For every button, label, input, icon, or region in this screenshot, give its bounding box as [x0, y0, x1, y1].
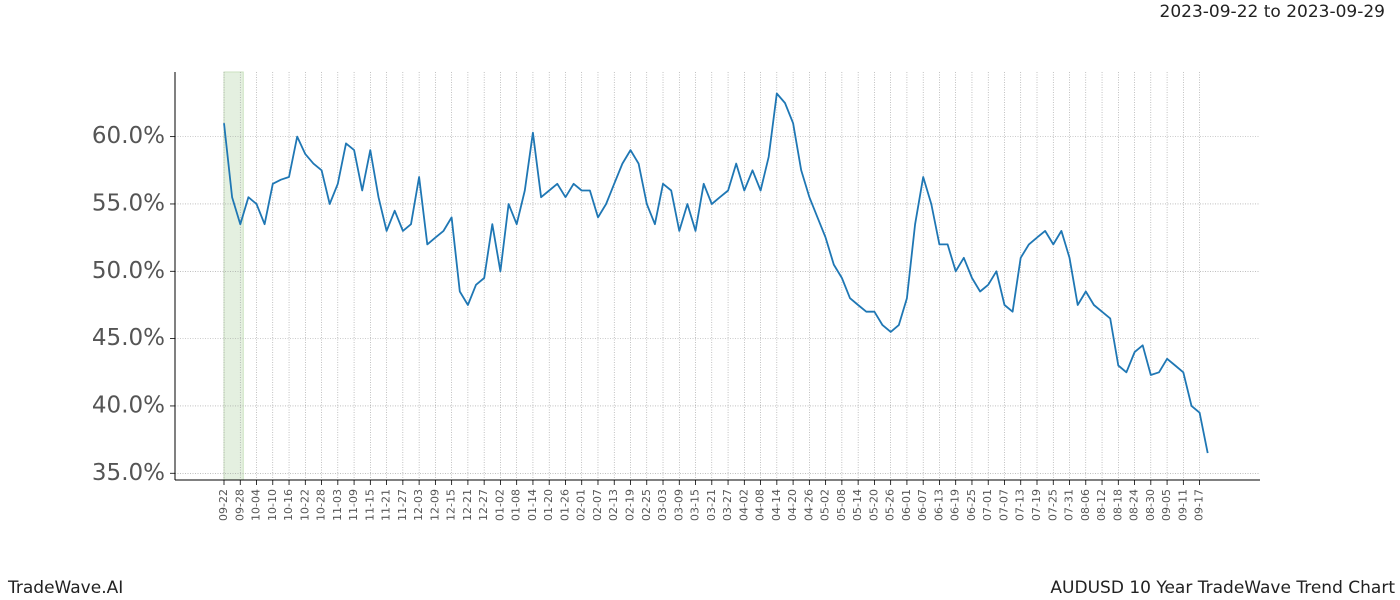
x-tick-label: 10-28 — [315, 489, 328, 521]
x-tick-label: 04-26 — [802, 489, 815, 521]
x-tick-label: 04-02 — [737, 489, 750, 521]
x-tick-label: 09-28 — [233, 489, 246, 521]
x-tick-label: 03-21 — [705, 489, 718, 521]
x-tick-label: 06-01 — [900, 489, 913, 521]
x-tick-label: 08-18 — [1111, 489, 1124, 521]
line-series — [223, 92, 1209, 454]
x-tick-label: 12-27 — [477, 489, 490, 521]
x-tick-label: 04-14 — [770, 489, 783, 521]
x-tick-label: 06-07 — [916, 489, 929, 521]
x-tick-label: 03-27 — [721, 489, 734, 521]
x-tick-label: 11-21 — [380, 489, 393, 521]
x-tick-label: 07-31 — [1063, 489, 1076, 521]
x-tick-label: 11-27 — [396, 489, 409, 521]
x-tick-label: 10-16 — [282, 489, 295, 521]
y-tick-label: 35.0% — [92, 460, 165, 486]
x-tick-label: 04-20 — [786, 489, 799, 521]
y-tick-label: 55.0% — [92, 190, 165, 216]
x-tick-label: 05-14 — [851, 489, 864, 521]
x-tick-label: 12-09 — [428, 489, 441, 521]
x-tick-label: 05-26 — [884, 489, 897, 521]
x-tick-label: 10-04 — [250, 489, 263, 521]
x-tick-label: 10-10 — [266, 489, 279, 521]
y-tick-label: 40.0% — [92, 392, 165, 418]
x-tick-label: 07-07 — [997, 489, 1010, 521]
x-tick-label: 07-13 — [1014, 489, 1027, 521]
x-tick-label: 09-22 — [217, 489, 230, 521]
x-tick-label: 08-30 — [1144, 489, 1157, 521]
x-tick-label: 05-02 — [819, 489, 832, 521]
x-tick-label: 03-15 — [689, 489, 702, 521]
x-tick-label: 01-20 — [542, 489, 555, 521]
x-tick-label: 02-01 — [575, 489, 588, 521]
x-tick-label: 06-19 — [949, 489, 962, 521]
highlight-band — [223, 71, 244, 481]
brand: TradeWave.AI — [7, 578, 123, 598]
y-tick-label: 45.0% — [92, 325, 165, 351]
chart-title: AUDUSD 10 Year TradeWave Trend Chart — [1050, 578, 1395, 598]
x-tick-label: 07-25 — [1046, 489, 1059, 521]
x-tick-label: 02-25 — [640, 489, 653, 521]
x-tick-label: 08-24 — [1128, 489, 1141, 521]
x-tick-label: 10-22 — [298, 489, 311, 521]
y-tick-label: 50.0% — [92, 258, 165, 284]
x-tick-label: 08-12 — [1095, 489, 1108, 521]
x-tick-label: 05-08 — [835, 489, 848, 521]
x-tick-label: 01-14 — [526, 489, 539, 521]
x-tick-label: 12-21 — [461, 489, 474, 521]
x-tick-label: 08-06 — [1079, 489, 1092, 521]
x-tick-label: 03-03 — [656, 489, 669, 521]
x-tick-label: 11-15 — [363, 489, 376, 521]
x-tick-label: 02-19 — [624, 489, 637, 521]
x-tick-label: 09-11 — [1176, 489, 1189, 521]
y-tick-label: 60.0% — [92, 123, 165, 149]
x-tick-label: 05-20 — [867, 489, 880, 521]
x-tick-label: 01-02 — [493, 489, 506, 521]
x-tick-label: 07-19 — [1030, 489, 1043, 521]
x-tick-label: 02-07 — [591, 489, 604, 521]
x-tick-label: 09-05 — [1160, 489, 1173, 521]
x-tick-label: 03-09 — [672, 489, 685, 521]
date-range: 2023-09-22 to 2023-09-29 — [1160, 2, 1385, 22]
x-tick-label: 09-17 — [1193, 489, 1206, 521]
x-tick-label: 04-08 — [754, 489, 767, 521]
x-tick-label: 07-01 — [981, 489, 994, 521]
x-tick-label: 12-03 — [412, 489, 425, 521]
x-tick-label: 12-15 — [445, 489, 458, 521]
x-tick-label: 01-08 — [510, 489, 523, 521]
x-tick-label: 02-13 — [607, 489, 620, 521]
x-tick-label: 11-03 — [331, 489, 344, 521]
x-tick-label: 06-13 — [932, 489, 945, 521]
x-tick-label: 01-26 — [558, 489, 571, 521]
x-tick-label: 11-09 — [347, 489, 360, 521]
x-tick-label: 06-25 — [965, 489, 978, 521]
